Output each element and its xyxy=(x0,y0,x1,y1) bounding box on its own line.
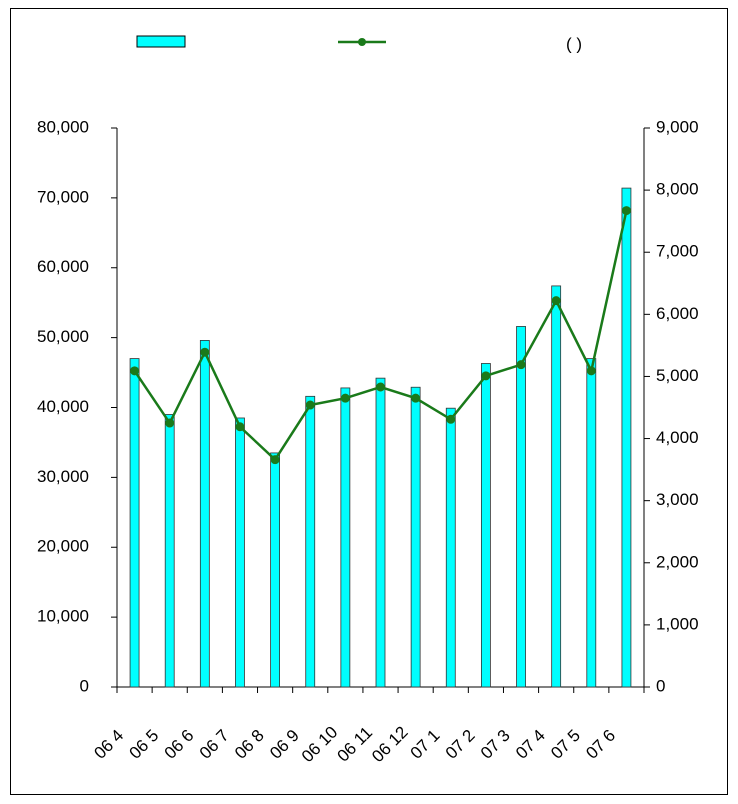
y2-tick-label: 3,000 xyxy=(656,490,699,509)
line-marker xyxy=(446,414,456,424)
line-marker xyxy=(200,347,210,357)
chart-frame xyxy=(10,8,728,795)
y-tick-label: 20,000 xyxy=(37,537,89,556)
bar xyxy=(586,358,597,688)
y-tick-label: 0 xyxy=(80,676,89,695)
line-marker xyxy=(481,371,491,381)
line-marker xyxy=(586,366,596,376)
y2-tick-label: 9,000 xyxy=(656,117,699,136)
bar xyxy=(199,340,210,688)
line-marker xyxy=(411,393,421,403)
line-marker xyxy=(270,455,280,465)
bar xyxy=(516,326,526,688)
legend-annotation: ( ) xyxy=(566,34,582,53)
line-marker xyxy=(516,360,526,370)
legend-line-marker xyxy=(358,38,366,46)
bar xyxy=(340,387,351,688)
y-tick-label: 40,000 xyxy=(37,397,89,416)
bar xyxy=(621,187,632,688)
line-marker xyxy=(376,382,385,392)
y2-tick-label: 4,000 xyxy=(656,428,699,447)
y2-tick-label: 8,000 xyxy=(656,180,699,199)
y-tick-label: 30,000 xyxy=(37,467,89,486)
bar xyxy=(480,363,491,688)
line-marker xyxy=(551,296,561,306)
line-marker xyxy=(305,400,315,410)
y2-tick-label: 2,000 xyxy=(656,552,699,571)
y-tick-label: 80,000 xyxy=(37,117,89,136)
bar xyxy=(164,414,175,688)
bar xyxy=(270,452,281,688)
y2-tick-label: 6,000 xyxy=(656,304,699,323)
y2-tick-label: 1,000 xyxy=(656,614,699,633)
y2-tick-label: 0 xyxy=(656,676,665,695)
y-tick-label: 50,000 xyxy=(37,327,89,346)
y-tick-label: 70,000 xyxy=(37,187,89,206)
line-marker xyxy=(235,422,245,432)
line-marker xyxy=(165,418,175,428)
line-marker xyxy=(340,393,350,403)
line-marker xyxy=(130,366,140,376)
bar xyxy=(129,358,140,688)
bar xyxy=(551,285,562,688)
y2-tick-label: 5,000 xyxy=(656,366,699,385)
y-tick-label: 10,000 xyxy=(37,607,89,626)
bar xyxy=(305,395,316,688)
bar xyxy=(375,377,386,688)
y2-tick-label: 7,000 xyxy=(656,242,699,261)
bar xyxy=(235,417,245,688)
bar xyxy=(410,386,421,688)
bar xyxy=(445,407,456,688)
line-marker xyxy=(621,206,631,216)
y-tick-label: 60,000 xyxy=(37,257,89,276)
legend-bar-swatch xyxy=(136,35,186,48)
